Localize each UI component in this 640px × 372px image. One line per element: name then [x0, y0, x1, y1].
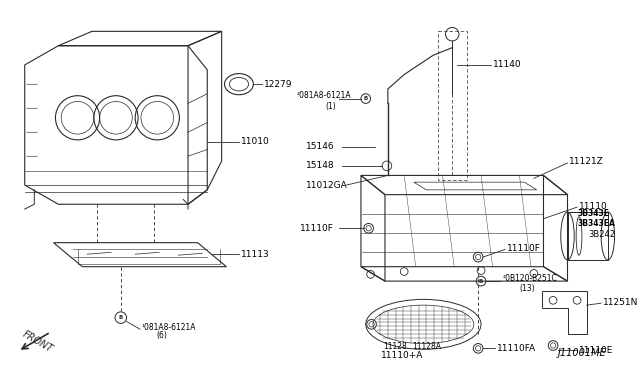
Text: 12279: 12279: [264, 80, 292, 89]
Text: 3B343E: 3B343E: [577, 209, 609, 218]
Text: 3B343EA: 3B343EA: [577, 219, 615, 228]
Text: 11110: 11110: [579, 202, 608, 211]
Text: 11012GA: 11012GA: [306, 180, 348, 190]
Text: ²081A8-6121A: ²081A8-6121A: [296, 91, 351, 100]
Text: 11128A: 11128A: [412, 342, 441, 351]
Text: B: B: [118, 315, 123, 320]
Text: 11121Z: 11121Z: [570, 157, 604, 167]
Text: B: B: [479, 279, 483, 283]
Text: 11110F: 11110F: [507, 244, 541, 253]
Text: B: B: [364, 96, 368, 101]
Text: 11110F: 11110F: [300, 224, 334, 233]
Text: ¹081A8-6121A: ¹081A8-6121A: [142, 323, 196, 332]
Bar: [438, 31, 467, 180]
Text: 11010: 11010: [241, 137, 269, 146]
Text: 3B242: 3B242: [589, 231, 616, 240]
Text: 11140: 11140: [493, 61, 521, 70]
Text: 11128: 11128: [383, 342, 407, 351]
Text: FRONT: FRONT: [20, 329, 54, 354]
Text: (1): (1): [325, 102, 336, 111]
Text: 11110E: 11110E: [579, 346, 613, 355]
Text: 11110+A: 11110+A: [381, 350, 424, 360]
Text: 11110FA: 11110FA: [497, 344, 536, 353]
Text: J11001ME: J11001ME: [557, 348, 606, 358]
Text: 15148: 15148: [306, 161, 335, 170]
Text: (13): (13): [520, 284, 535, 293]
Text: 15146: 15146: [306, 142, 335, 151]
Text: 11251N: 11251N: [603, 298, 639, 307]
Text: (6): (6): [156, 331, 167, 340]
Text: 11113: 11113: [241, 250, 269, 259]
Text: ²0B120-B251C: ²0B120-B251C: [502, 274, 557, 283]
Bar: [568, 212, 608, 260]
